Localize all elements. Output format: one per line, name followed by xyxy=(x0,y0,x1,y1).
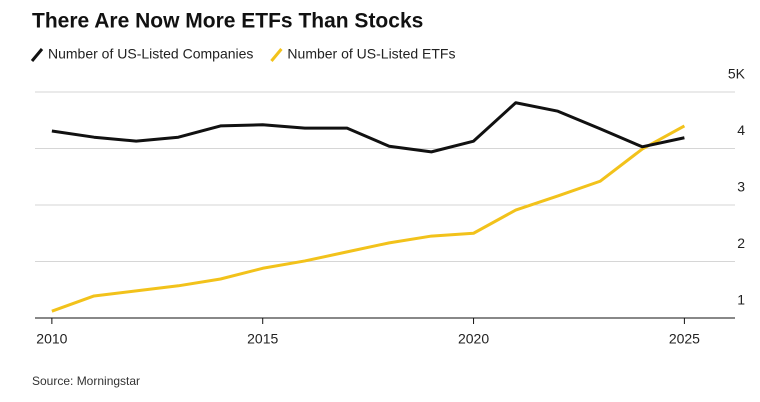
x-tick-label: 2025 xyxy=(669,331,700,347)
legend-label: Number of US-Listed ETFs xyxy=(287,46,455,62)
x-tick-label: 2015 xyxy=(247,331,278,347)
x-tick-label: 2010 xyxy=(36,331,67,347)
legend-swatch xyxy=(30,48,44,62)
series-line xyxy=(51,101,685,154)
chart-title: There Are Now More ETFs Than Stocks xyxy=(32,10,423,33)
y-tick-label: 2 xyxy=(737,235,745,251)
source: Source: Morningstar xyxy=(32,374,140,388)
y-tick-label: 4 xyxy=(737,122,745,138)
y-tick-label: 5K xyxy=(728,66,746,82)
legend-label: Number of US-Listed Companies xyxy=(48,46,253,62)
legend-swatch xyxy=(270,48,283,62)
y-tick-label: 1 xyxy=(737,292,745,308)
series-line xyxy=(51,124,686,313)
x-tick-label: 2020 xyxy=(458,331,489,347)
y-tick-label: 3 xyxy=(737,179,745,195)
